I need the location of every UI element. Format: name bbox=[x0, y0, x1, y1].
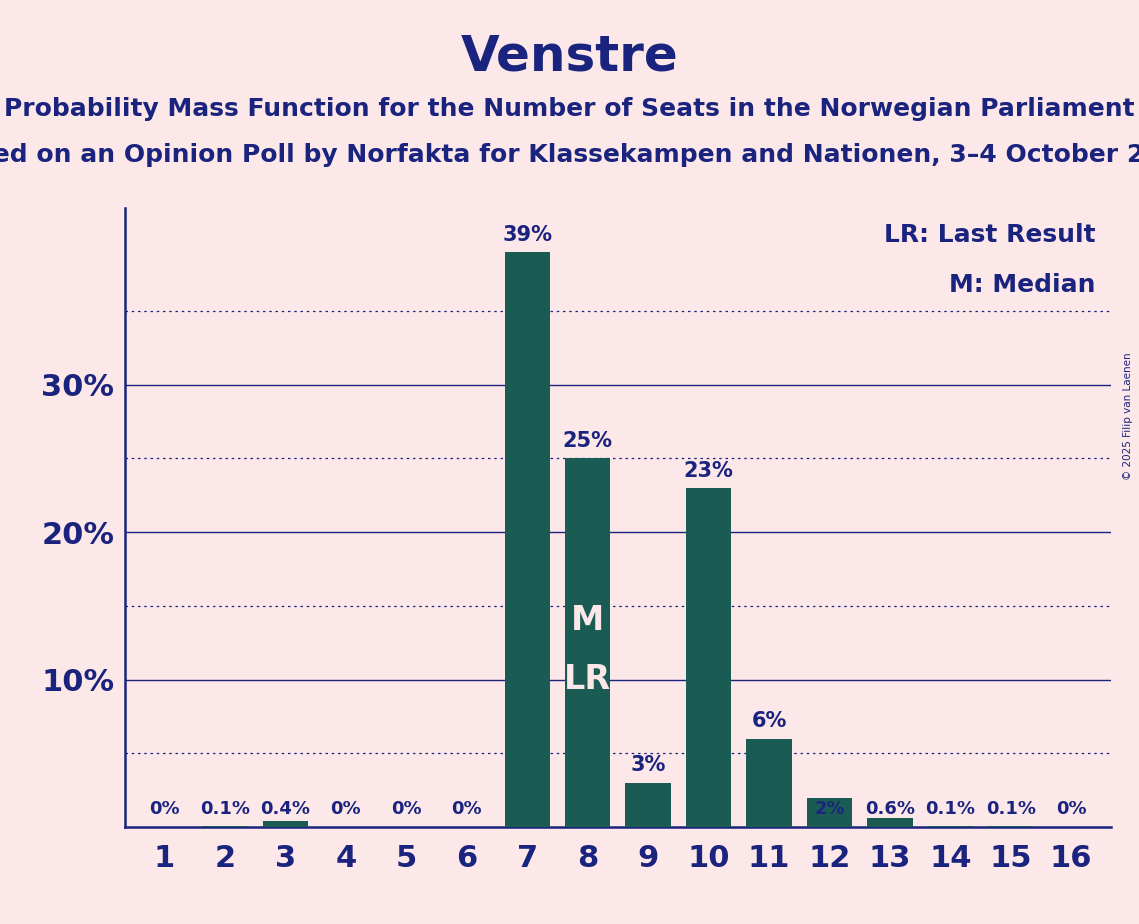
Text: 0.1%: 0.1% bbox=[200, 800, 251, 818]
Text: 0%: 0% bbox=[451, 800, 482, 818]
Bar bbox=[505, 252, 550, 827]
Bar bbox=[927, 825, 973, 827]
Bar bbox=[203, 825, 247, 827]
Bar bbox=[806, 797, 852, 827]
Bar bbox=[686, 488, 731, 827]
Bar bbox=[746, 738, 792, 827]
Text: LR: Last Result: LR: Last Result bbox=[884, 224, 1096, 248]
Text: Probability Mass Function for the Number of Seats in the Norwegian Parliament: Probability Mass Function for the Number… bbox=[5, 97, 1134, 121]
Bar bbox=[867, 818, 912, 827]
Text: 0%: 0% bbox=[391, 800, 421, 818]
Text: M: M bbox=[571, 604, 605, 638]
Text: 0%: 0% bbox=[149, 800, 180, 818]
Text: 25%: 25% bbox=[563, 432, 613, 451]
Text: Based on an Opinion Poll by Norfakta for Klassekampen and Nationen, 3–4 October : Based on an Opinion Poll by Norfakta for… bbox=[0, 143, 1139, 167]
Text: 0.1%: 0.1% bbox=[925, 800, 975, 818]
Text: 3%: 3% bbox=[631, 756, 666, 775]
Bar bbox=[263, 821, 309, 827]
Text: M: Median: M: Median bbox=[949, 273, 1096, 297]
Text: 39%: 39% bbox=[502, 225, 552, 245]
Text: LR: LR bbox=[564, 663, 612, 696]
Bar bbox=[625, 783, 671, 827]
Text: 2%: 2% bbox=[814, 800, 845, 818]
Text: 6%: 6% bbox=[752, 711, 787, 731]
Bar bbox=[565, 458, 611, 827]
Text: 0%: 0% bbox=[1056, 800, 1087, 818]
Text: 0.6%: 0.6% bbox=[865, 800, 915, 818]
Text: © 2025 Filip van Laenen: © 2025 Filip van Laenen bbox=[1123, 352, 1133, 480]
Text: 0%: 0% bbox=[330, 800, 361, 818]
Text: 0.1%: 0.1% bbox=[985, 800, 1035, 818]
Text: Venstre: Venstre bbox=[460, 32, 679, 80]
Bar bbox=[989, 825, 1033, 827]
Text: 23%: 23% bbox=[683, 460, 734, 480]
Text: 0.4%: 0.4% bbox=[261, 800, 311, 818]
